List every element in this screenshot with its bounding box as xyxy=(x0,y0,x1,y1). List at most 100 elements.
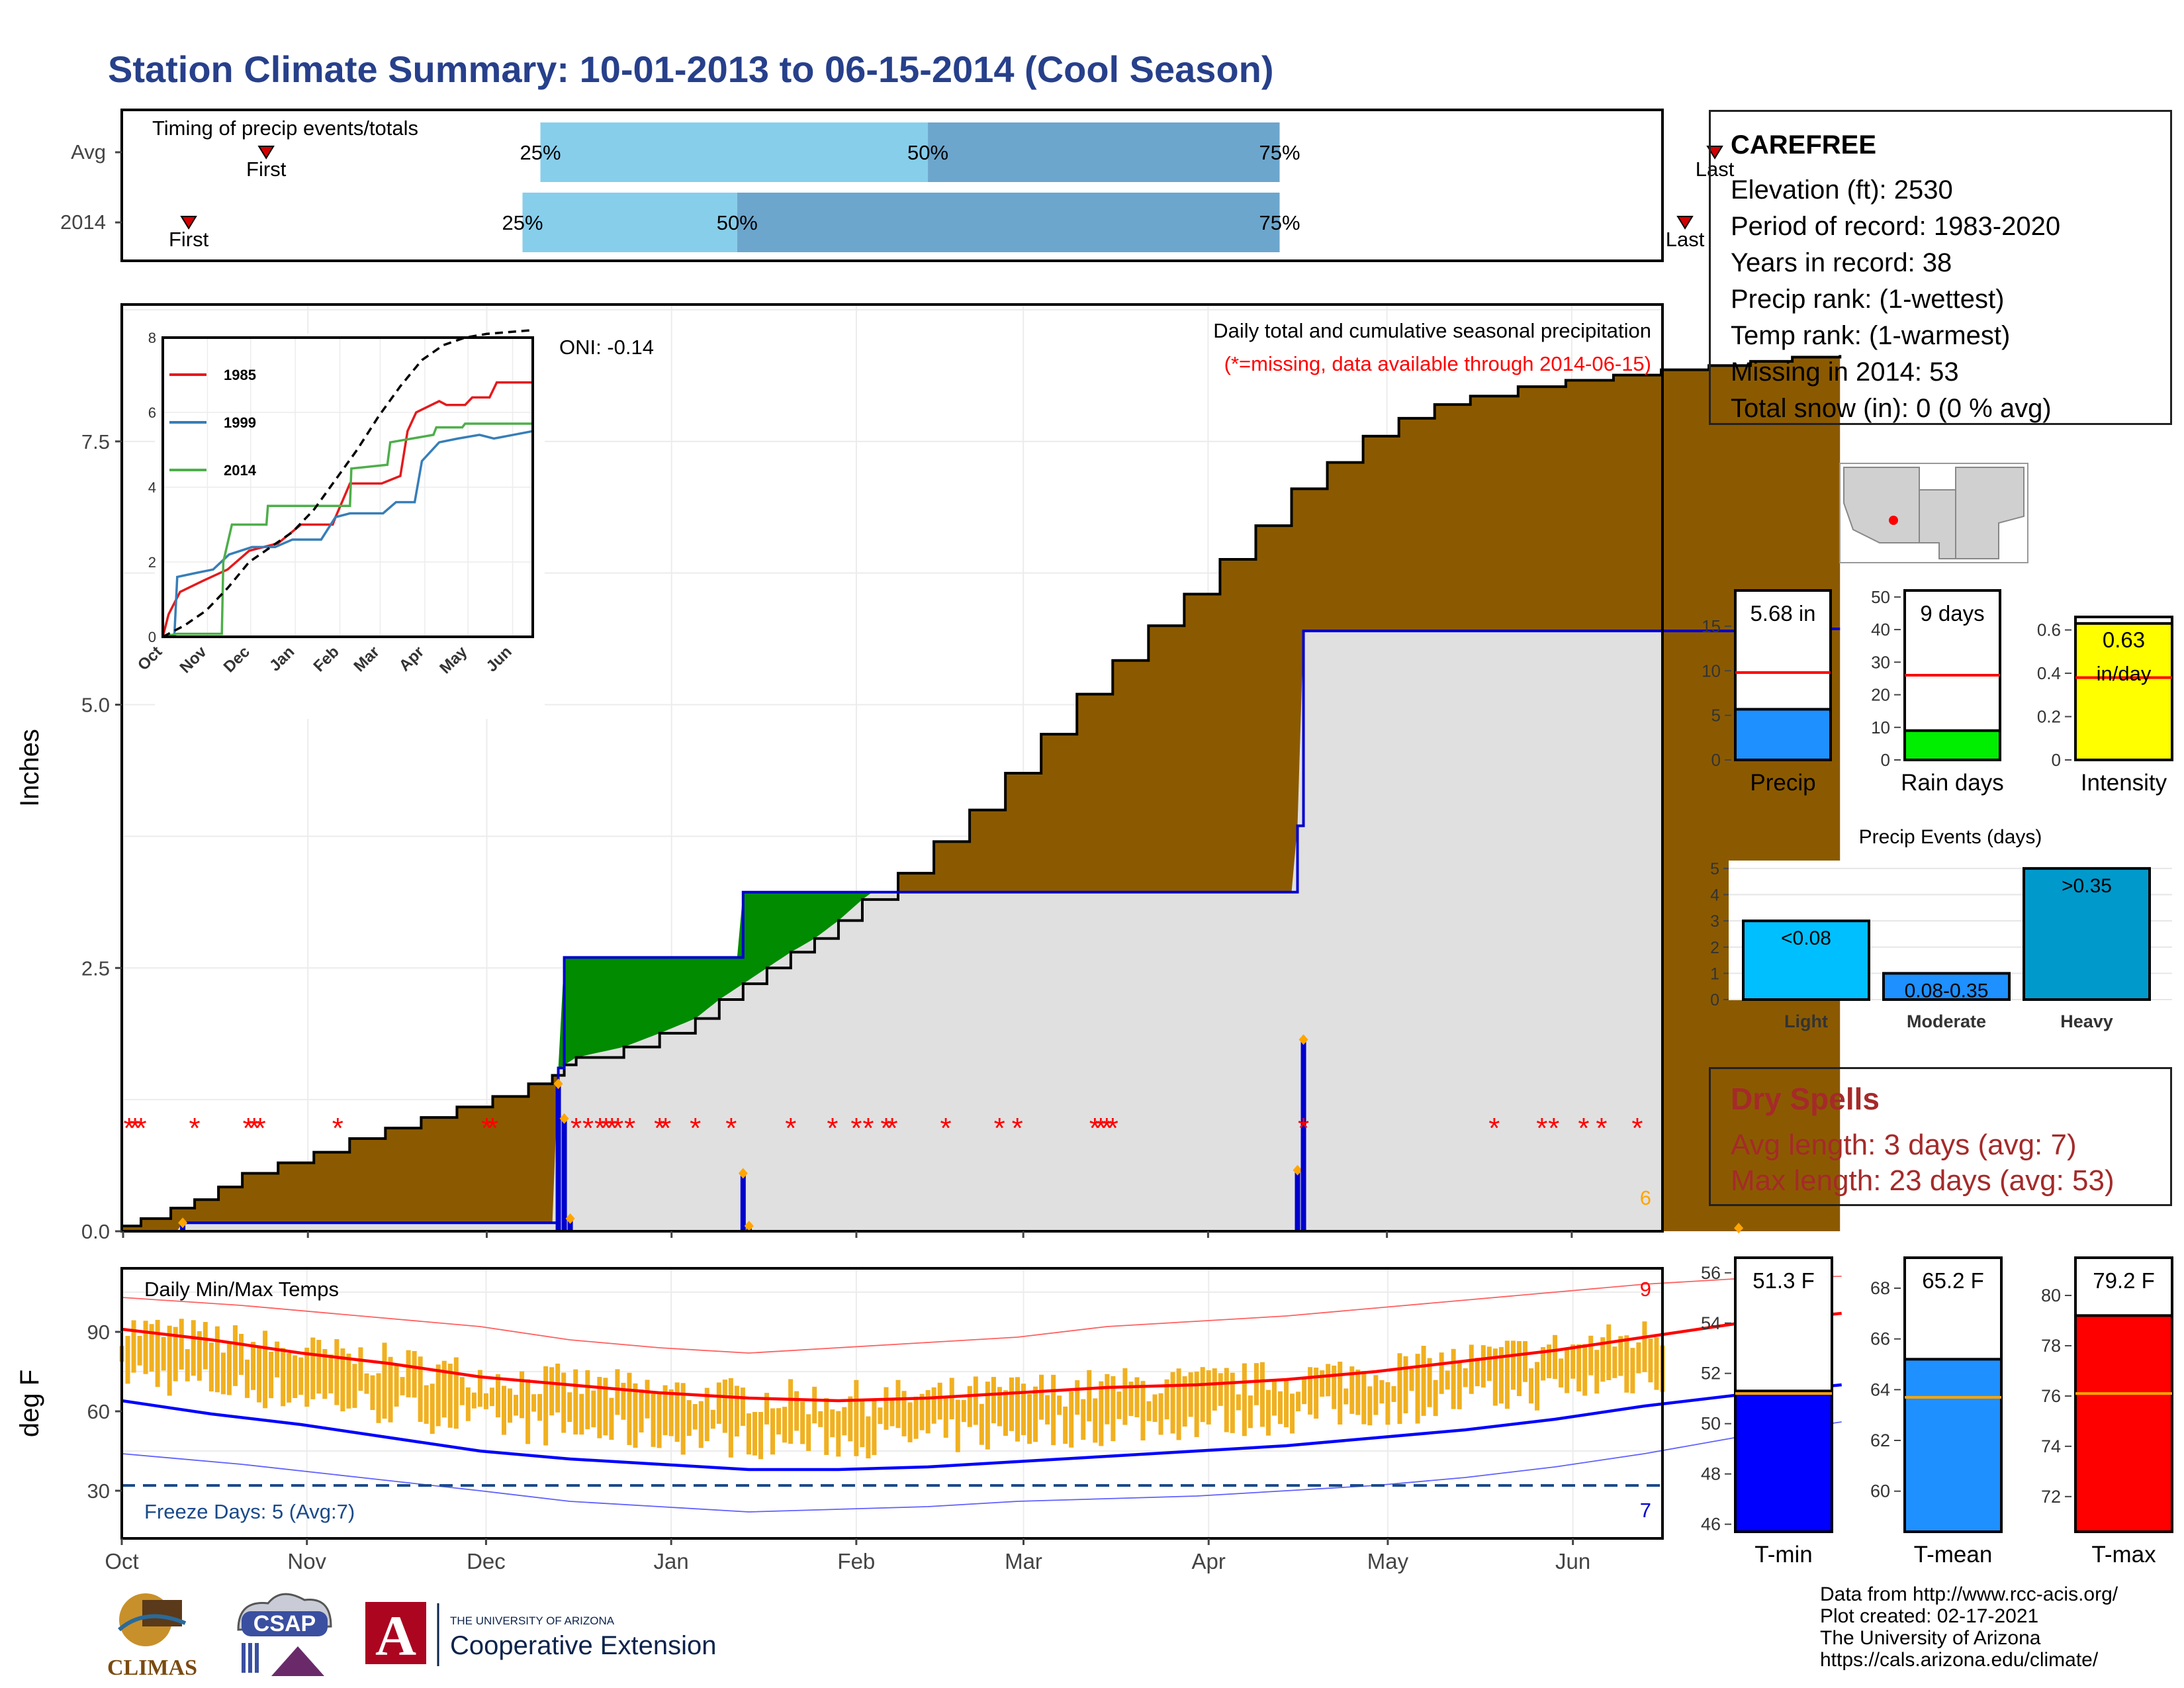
temp-daily-bar xyxy=(740,1387,745,1426)
precip-subtitle: (*=missing, data available through 2014-… xyxy=(1224,352,1651,375)
temp-daily-bar xyxy=(161,1336,166,1371)
temp-daily-bar xyxy=(997,1387,1002,1427)
temp-daily-bar xyxy=(459,1377,465,1405)
raindays-gauge-value-bar xyxy=(1903,729,2001,761)
temp-daily-bar xyxy=(514,1395,519,1416)
temp-daily-bar xyxy=(639,1389,644,1432)
timing-first-marker-0 xyxy=(257,146,275,160)
timing-title: Timing of precip events/totals xyxy=(152,117,418,140)
raindays-gauge-ytick-label-3: 30 xyxy=(1871,652,1890,672)
missing-day-star-31: * xyxy=(1095,1112,1107,1145)
temp-daily-bar xyxy=(1397,1353,1402,1425)
temp-daily-bar xyxy=(1164,1379,1169,1420)
dry-spells-title: Dry Spells xyxy=(1731,1082,1880,1116)
temp-daily-bar xyxy=(465,1387,471,1421)
station-years: Years in record: 38 xyxy=(1731,248,1952,277)
temp-daily-bar xyxy=(591,1390,596,1428)
temp-daily-bar xyxy=(770,1408,776,1455)
temp-frame xyxy=(120,1267,1664,1540)
temp-tmin-gauge-value-bar xyxy=(1734,1389,1833,1533)
raindays-gauge-value-label: 9 days xyxy=(1920,601,1984,626)
temp-daily-bar xyxy=(1349,1366,1355,1414)
daily-precip-bar-6 xyxy=(1295,1170,1300,1231)
dry-spells-box: Dry Spells Avg length: 3 days (avg: 7) M… xyxy=(1709,1067,2172,1206)
temp-daily-bar xyxy=(1332,1365,1337,1409)
daily-precip-bar-7 xyxy=(1300,1039,1306,1231)
temp-daily-bar xyxy=(334,1338,340,1405)
temp-daily-bar xyxy=(1433,1380,1438,1417)
temp-daily-bar xyxy=(1105,1374,1110,1425)
temp-daily-bar xyxy=(836,1411,841,1457)
inset-series-line-1 xyxy=(163,430,533,638)
temp-daily-bar xyxy=(585,1370,590,1430)
temp-daily-bar xyxy=(495,1374,500,1418)
temp-tmean-gauge-ytick-label-2: 64 xyxy=(1870,1380,1890,1399)
temp-daily-bar xyxy=(782,1407,788,1443)
temp-daily-bar xyxy=(889,1399,895,1427)
events-bar-label-1: 0.08-0.35 xyxy=(1905,980,1989,1002)
temp-daily-bar xyxy=(662,1385,668,1436)
missing-day-star-12: * xyxy=(594,1112,606,1145)
avg-tmax-line xyxy=(121,1311,1842,1403)
temp-tmax-gauge-ytick-label-4: 80 xyxy=(2041,1286,2061,1305)
daily-precip-marker-5 xyxy=(744,1221,754,1232)
temp-daily-bar xyxy=(214,1326,220,1393)
missing-day-star-19: * xyxy=(690,1112,701,1145)
temp-daily-bar xyxy=(167,1325,172,1396)
temp-daily-bar xyxy=(1457,1361,1462,1409)
daily-precip-marker-7 xyxy=(1298,1034,1308,1045)
temp-daily-bar xyxy=(1570,1344,1576,1379)
raindays-gauge-ytick-label-2: 20 xyxy=(1871,685,1890,705)
missing-day-star-26: * xyxy=(886,1112,897,1145)
temp-daily-bar xyxy=(1075,1380,1080,1415)
temp-daily-bar xyxy=(1027,1394,1032,1444)
temp-daily-bar xyxy=(884,1387,889,1430)
temp-daily-bar xyxy=(633,1383,638,1448)
missing-day-star-15: * xyxy=(612,1112,623,1145)
events-bar-0 xyxy=(1742,919,1870,1002)
temp-daily-bar xyxy=(1338,1362,1343,1425)
temp-tmax-gauge-ytick-label-3: 78 xyxy=(2041,1336,2061,1356)
inset-legend-label-0: 1985 xyxy=(224,367,256,383)
missing-day-star-11: * xyxy=(582,1112,594,1145)
temp-daily-bar xyxy=(269,1352,274,1399)
temp-daily-bar xyxy=(925,1389,931,1434)
temp-daily-bar xyxy=(597,1377,602,1438)
svg-text:A: A xyxy=(375,1604,416,1667)
missing-day-star-22: * xyxy=(827,1112,838,1145)
events-title: Precip Events (days) xyxy=(1859,826,2042,848)
temp-tmean-gauge-ytick-label-3: 66 xyxy=(1870,1329,1890,1349)
missing-day-star-18: * xyxy=(660,1112,671,1145)
timing-p75-label-1: 75% xyxy=(1259,211,1300,234)
temp-daily-bar xyxy=(287,1352,292,1403)
missing-day-star-9: * xyxy=(487,1112,498,1145)
missing-day-star-30: * xyxy=(1089,1112,1101,1145)
temp-daily-bar xyxy=(1302,1377,1307,1405)
temp-daily-bar xyxy=(370,1375,375,1411)
temp-tmin-gauge-title: T-min xyxy=(1754,1542,1813,1568)
temp-daily-bar xyxy=(281,1348,286,1407)
temp-daily-bar xyxy=(1463,1368,1468,1387)
temp-daily-bar xyxy=(979,1403,984,1445)
temp-daily-bar xyxy=(543,1366,549,1446)
temp-daily-bar xyxy=(1271,1379,1277,1416)
temp-daily-bar xyxy=(579,1393,584,1435)
temp-daily-bar xyxy=(1176,1368,1181,1440)
temp-daily-bar xyxy=(1242,1363,1247,1436)
temp-daily-bar xyxy=(185,1349,190,1382)
precip-frame xyxy=(120,303,1664,1233)
map-borders xyxy=(1919,467,1956,559)
temp-tmax-gauge-title: T-max xyxy=(2091,1542,2156,1568)
precip-y-axis-label: Inches xyxy=(15,729,44,807)
missing-day-star-28: * xyxy=(994,1112,1005,1145)
temp-daily-bar xyxy=(567,1392,572,1423)
temp-daily-bar xyxy=(1343,1388,1349,1405)
temp-daily-bar xyxy=(501,1385,506,1435)
temp-daily-bar xyxy=(531,1394,537,1412)
timing-row-label-1: 2014 xyxy=(60,211,106,234)
intensity-gauge-value-bar xyxy=(2074,622,2173,761)
temp-daily-bar xyxy=(704,1387,709,1442)
temp-daily-bar xyxy=(1510,1340,1516,1390)
missing-day-star-35: * xyxy=(1488,1112,1500,1145)
raindays-gauge-ytick-label-0: 0 xyxy=(1881,750,1890,770)
